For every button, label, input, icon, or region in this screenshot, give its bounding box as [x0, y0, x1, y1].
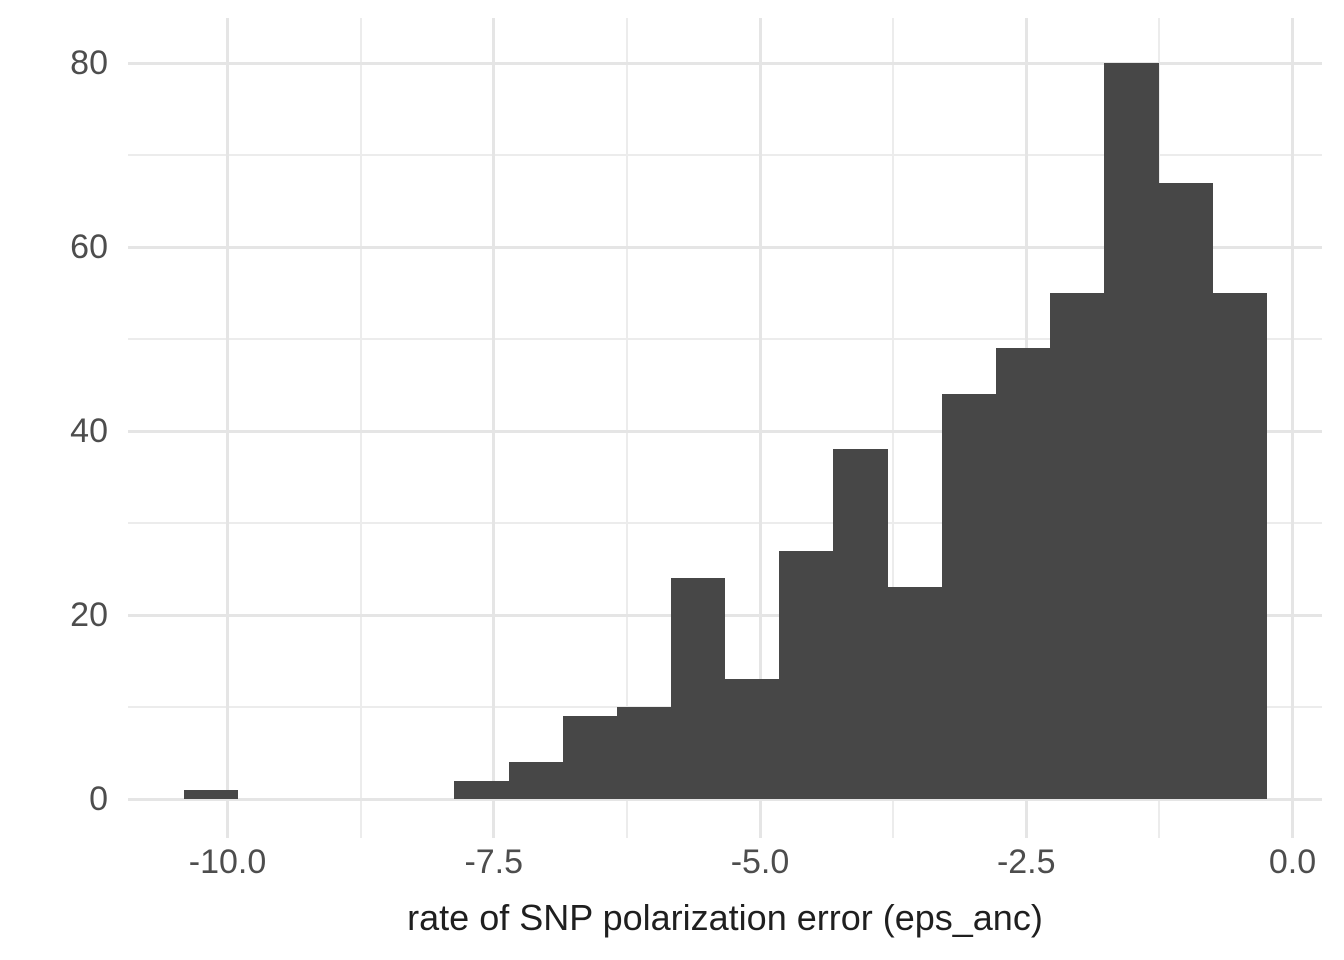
x-tick-label: 0.0: [1268, 843, 1317, 881]
gridline-major-horizontal: [128, 429, 1322, 433]
y-tick-label: 40: [70, 412, 108, 450]
histogram-bar: [562, 716, 617, 799]
gridline-major-vertical: [226, 18, 229, 838]
gridline-minor-vertical: [892, 18, 895, 838]
histogram-bar: [887, 587, 942, 799]
gridline-minor-horizontal: [128, 522, 1322, 524]
x-tick-label: -7.5: [464, 843, 524, 881]
histogram-bar: [670, 578, 726, 799]
gridline-major-vertical: [1291, 18, 1294, 838]
y-tick-label: 60: [70, 228, 108, 266]
histogram-bar: [1158, 182, 1213, 799]
gridline-minor-vertical: [625, 18, 628, 838]
x-tick-label: -10.0: [188, 843, 267, 881]
gridline-major-vertical: [758, 18, 762, 838]
gridline-minor-horizontal: [128, 154, 1322, 156]
histogram-bar: [941, 394, 996, 799]
histogram-bar: [833, 449, 888, 799]
y-tick-label: 0: [89, 780, 108, 818]
histogram-bar: [454, 780, 509, 799]
gridline-major-horizontal: [128, 245, 1322, 249]
histogram-bar: [779, 550, 834, 799]
gridline-minor-horizontal: [128, 338, 1322, 340]
x-axis-title: rate of SNP polarization error (eps_anc): [407, 897, 1043, 938]
y-tick-label: 80: [70, 44, 108, 82]
gridline-minor-vertical: [359, 18, 362, 838]
histogram-bar: [1104, 63, 1159, 799]
histogram-bar: [508, 762, 563, 799]
histogram-bar: [183, 789, 238, 799]
x-tick-label: -5.0: [730, 843, 790, 881]
gridline-major-horizontal: [128, 797, 1322, 801]
histogram-bar: [996, 348, 1051, 799]
histogram-bar: [725, 679, 780, 799]
plot-panel: [128, 18, 1322, 838]
x-tick-label: -2.5: [996, 843, 1056, 881]
histogram-bar: [1050, 293, 1105, 799]
gridline-major-horizontal: [128, 61, 1322, 65]
gridline-major-vertical: [492, 18, 496, 838]
histogram-bar: [1212, 293, 1267, 799]
histogram-bar: [616, 707, 671, 799]
y-tick-label: 20: [70, 596, 108, 634]
